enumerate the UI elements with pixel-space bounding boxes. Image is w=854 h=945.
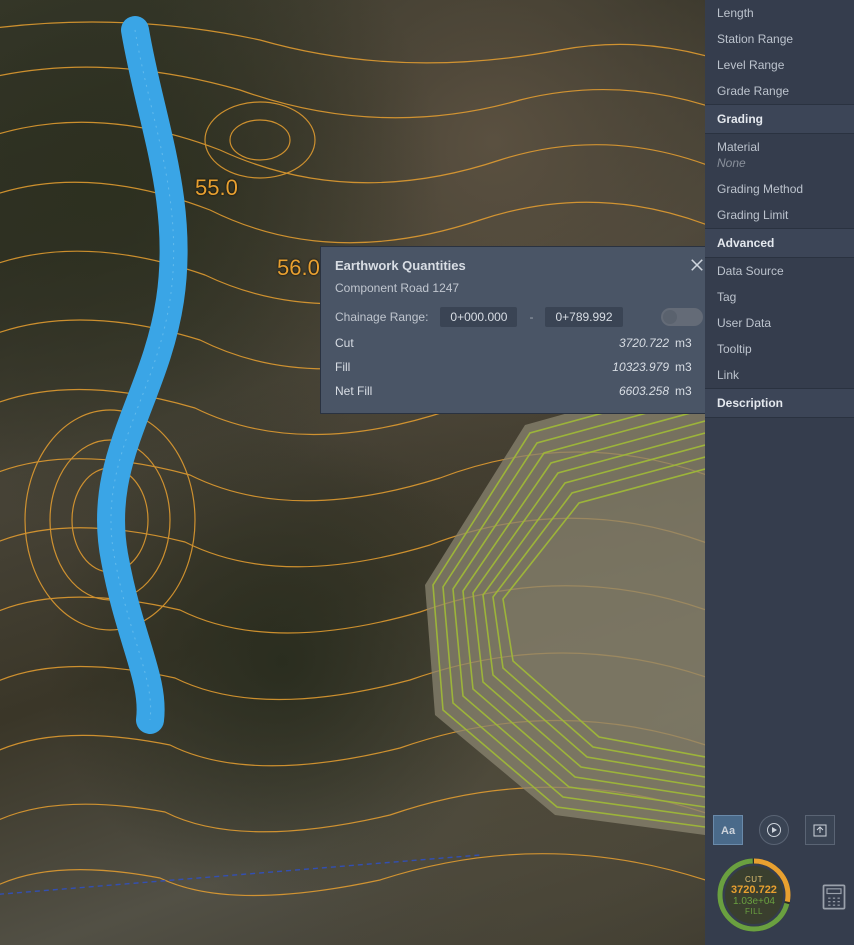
prop-user-data[interactable]: User Data: [705, 310, 854, 336]
prop-label: Link: [717, 368, 739, 382]
play-button[interactable]: [759, 815, 789, 845]
qty-label: Fill: [335, 360, 350, 374]
prop-label: Length: [717, 6, 754, 20]
prop-material[interactable]: Material None: [705, 134, 854, 176]
gauge-fill-value: 1.03e+04: [733, 896, 775, 907]
prop-length[interactable]: Length: [705, 0, 854, 26]
chainage-from[interactable]: 0+000.000: [440, 307, 517, 327]
dialog-subtitle: Component Road 1247: [321, 281, 705, 303]
chainage-toggle[interactable]: [661, 308, 703, 326]
qty-value: 6603.258: [619, 384, 669, 398]
graded-surface: [395, 375, 705, 855]
prop-data-source[interactable]: Data Source: [705, 258, 854, 284]
qty-row-cut: Cut 3720.722 m3: [321, 331, 705, 355]
section-advanced[interactable]: Advanced: [705, 228, 854, 258]
calculator-icon[interactable]: [820, 883, 848, 911]
section-grading[interactable]: Grading: [705, 104, 854, 134]
section-description[interactable]: Description: [705, 388, 854, 418]
prop-grade-range[interactable]: Grade Range: [705, 78, 854, 104]
prop-link[interactable]: Link: [705, 362, 854, 388]
prop-label: Tag: [717, 290, 736, 304]
close-icon[interactable]: [687, 255, 705, 275]
prop-value: None: [717, 156, 854, 170]
prop-label: Grade Range: [717, 84, 789, 98]
qty-label: Cut: [335, 336, 354, 350]
qty-row-netfill: Net Fill 6603.258 m3: [321, 379, 705, 403]
prop-label: Material: [717, 140, 854, 154]
prop-label: Station Range: [717, 32, 793, 46]
chainage-dash: -: [529, 310, 533, 324]
prop-label: Level Range: [717, 58, 784, 72]
qty-label: Net Fill: [335, 384, 372, 398]
earthwork-dialog: Earthwork Quantities Component Road 1247…: [320, 246, 705, 414]
gauge-cut-label: CUT: [745, 875, 763, 884]
prop-label: Tooltip: [717, 342, 752, 356]
qty-unit: m3: [675, 360, 703, 374]
prop-grading-limit[interactable]: Grading Limit: [705, 202, 854, 228]
qty-value: 3720.722: [619, 336, 669, 350]
chainage-label: Chainage Range:: [335, 310, 428, 324]
qty-unit: m3: [675, 336, 703, 350]
contour-label: 55.0: [195, 175, 238, 201]
cutfill-gauge[interactable]: CUT 3720.722 1.03e+04 FILL: [717, 858, 791, 932]
qty-value: 10323.979: [612, 360, 669, 374]
gauge-fill-label: FILL: [745, 907, 763, 916]
qty-unit: m3: [675, 384, 703, 398]
prop-grading-method[interactable]: Grading Method: [705, 176, 854, 202]
prop-label: Data Source: [717, 264, 784, 278]
map-viewport[interactable]: 55.0 56.0 Earthwork Quantities Component…: [0, 0, 705, 945]
prop-tag[interactable]: Tag: [705, 284, 854, 310]
qty-row-fill: Fill 10323.979 m3: [321, 355, 705, 379]
svg-text:Aa: Aa: [721, 825, 736, 837]
panel-empty-area: [705, 446, 854, 813]
prop-label: User Data: [717, 316, 771, 330]
chainage-to[interactable]: 0+789.992: [545, 307, 622, 327]
panel-toolbar: Aa: [713, 813, 846, 847]
prop-station-range[interactable]: Station Range: [705, 26, 854, 52]
properties-panel: Length Station Range Level Range Grade R…: [705, 0, 854, 945]
gauge-cut-value: 3720.722: [731, 884, 777, 896]
contour-label: 56.0: [277, 255, 320, 281]
prop-label: Grading Limit: [717, 208, 788, 222]
prop-tooltip[interactable]: Tooltip: [705, 336, 854, 362]
prop-level-range[interactable]: Level Range: [705, 52, 854, 78]
prop-label: Grading Method: [717, 182, 803, 196]
export-button[interactable]: [805, 815, 835, 845]
dialog-title: Earthwork Quantities: [335, 258, 466, 273]
text-mode-button[interactable]: Aa: [713, 815, 743, 845]
